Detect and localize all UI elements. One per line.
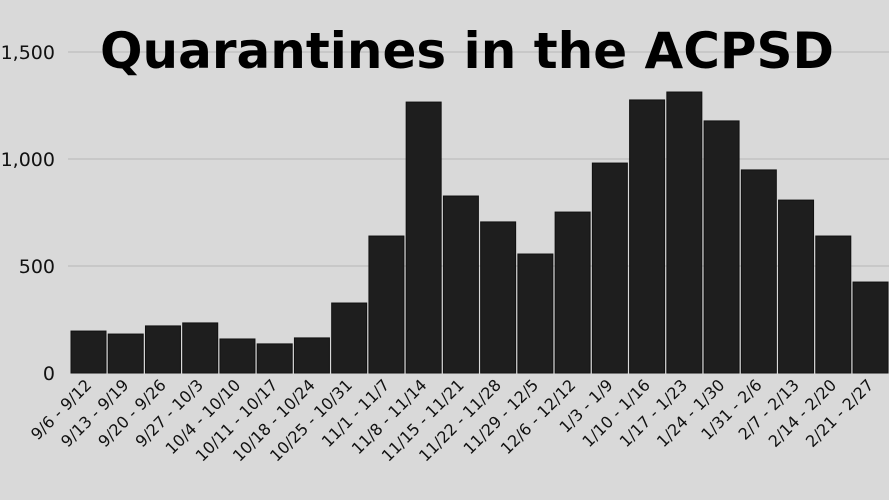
bar (182, 322, 219, 374)
bar (778, 199, 815, 374)
bar (293, 337, 330, 374)
bar (852, 281, 889, 374)
bar (740, 169, 777, 374)
bar (256, 343, 293, 374)
bar (368, 235, 405, 374)
bar (480, 221, 517, 374)
bar (554, 211, 591, 374)
bar (591, 162, 628, 374)
bar (666, 91, 703, 374)
bar (442, 195, 479, 374)
bar (107, 333, 144, 374)
bar (815, 235, 852, 374)
bar (70, 330, 107, 374)
bar (331, 302, 368, 374)
bar (144, 325, 181, 374)
bar (629, 99, 666, 374)
bar (703, 120, 740, 374)
bar (405, 101, 442, 374)
bar (219, 338, 256, 374)
bar (517, 253, 554, 374)
y-tick-label: 1,500 (1, 42, 55, 64)
y-tick-label: 0 (43, 363, 55, 385)
y-tick-label: 500 (19, 256, 55, 278)
y-tick-label: 1,000 (1, 149, 55, 171)
chart-title: Quarantines in the ACPSD (100, 22, 834, 80)
